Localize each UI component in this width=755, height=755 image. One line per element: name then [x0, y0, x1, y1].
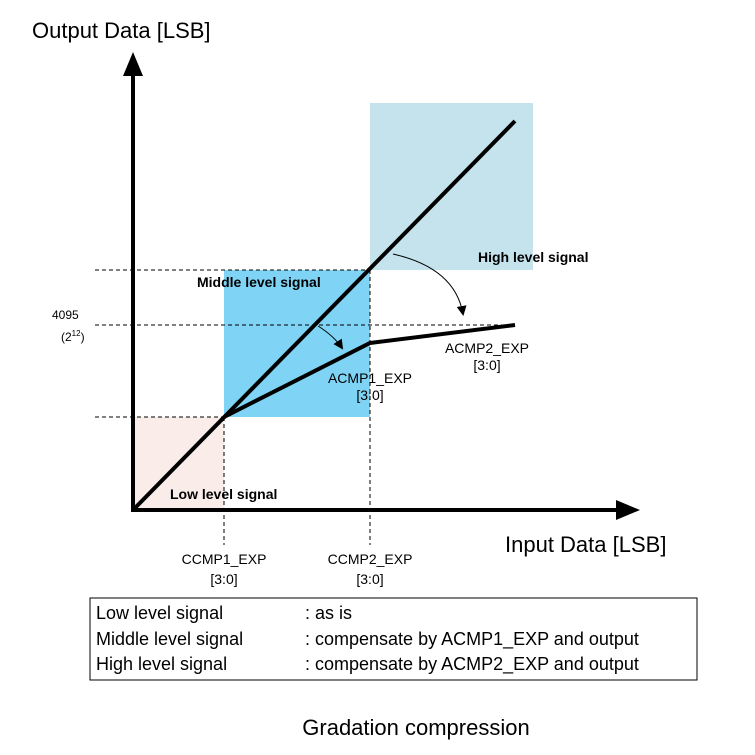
- y-tick-power: (212): [61, 329, 85, 344]
- x-axis-title: Input Data [LSB]: [505, 532, 666, 557]
- linear-response-line: [131, 119, 517, 512]
- y-tick-power-close: ): [81, 330, 85, 344]
- ccmp1-bits: [3:0]: [210, 571, 237, 587]
- legend-low-label: Low level signal: [96, 603, 223, 623]
- legend-middle-label: Middle level signal: [96, 629, 243, 649]
- ccmp2-label: CCMP2_EXP: [328, 551, 413, 567]
- legend-low-desc: : as is: [305, 603, 352, 623]
- ccmp1-label: CCMP1_EXP: [182, 551, 267, 567]
- middle-level-signal-label: Middle level signal: [197, 274, 321, 290]
- ccmp2-bits: [3:0]: [356, 571, 383, 587]
- y-axis-title: Output Data [LSB]: [32, 18, 211, 43]
- guide-lines: [95, 269, 515, 545]
- legend-high-label: High level signal: [96, 654, 227, 674]
- acmp2-bits: [3:0]: [473, 357, 500, 373]
- y-tick-4095: 4095: [52, 308, 79, 322]
- acmp1-bits: [3:0]: [356, 387, 383, 403]
- legend-high-desc: : compensate by ACMP2_EXP and output: [305, 654, 639, 675]
- diagram-caption: Gradation compression: [302, 715, 529, 740]
- legend-box: Low level signal : as is Middle level si…: [89, 597, 698, 681]
- legend-border: [89, 597, 698, 681]
- acmp2-compensation-arrow: [392, 253, 467, 316]
- axes: [123, 52, 640, 520]
- acmp2-label: ACMP2_EXP: [445, 340, 529, 356]
- acmp1-compensation-arrow: [317, 325, 344, 350]
- y-tick-power-exp: 12: [72, 329, 81, 338]
- legend-middle-desc: : compensate by ACMP1_EXP and output: [305, 629, 639, 650]
- acmp1-label: ACMP1_EXP: [328, 370, 412, 386]
- x-axis-arrowhead: [616, 500, 640, 520]
- high-level-signal-label: High level signal: [478, 249, 588, 265]
- compressed-response-curve: [223, 323, 516, 419]
- y-tick-power-base: (2: [61, 330, 72, 344]
- y-axis-arrowhead: [123, 52, 143, 76]
- low-level-signal-label: Low level signal: [170, 486, 277, 502]
